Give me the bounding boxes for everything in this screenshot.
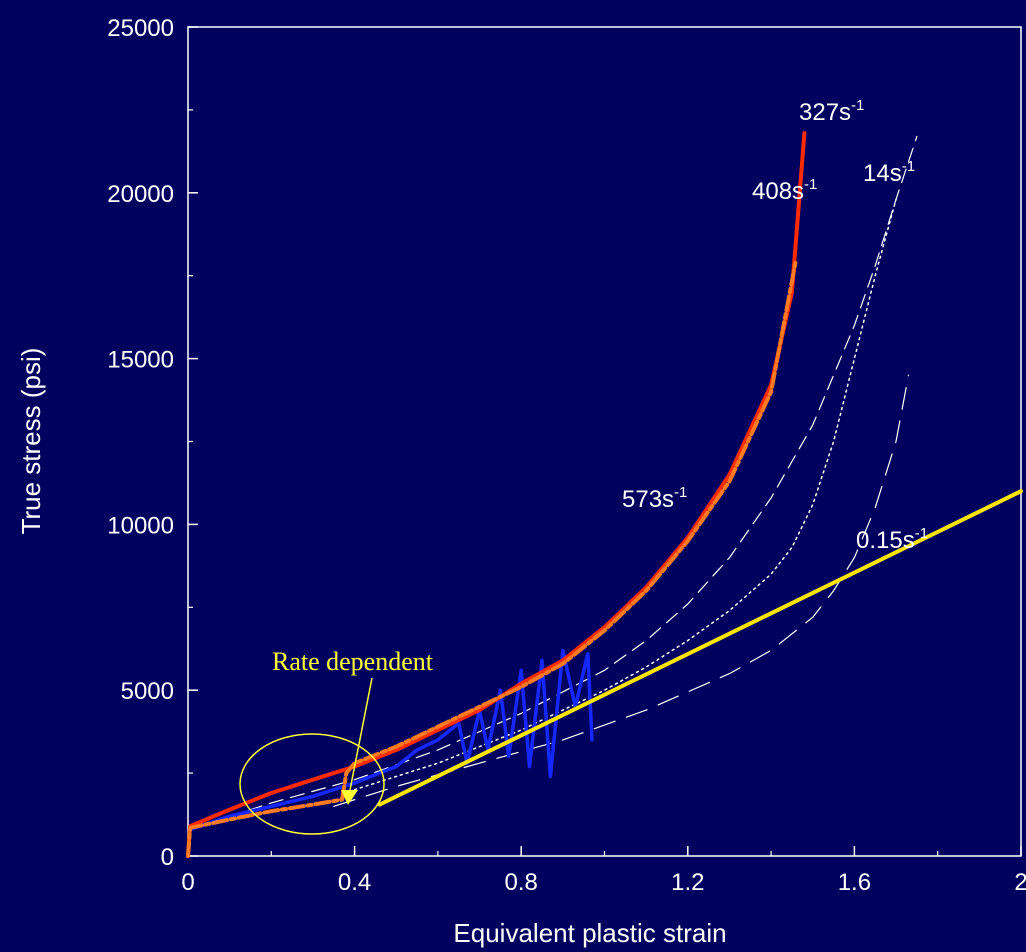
rate-label-408-text: 408s [752,178,804,205]
x-tick-label: 0 [181,869,194,896]
rate-label-408-exp: -1 [804,176,817,193]
rate-label-14-exp: -1 [902,158,915,175]
rate-label-327-exp: -1 [851,97,864,114]
rate-dependent-label: Rate dependent [272,647,434,676]
x-tick-label: 1.2 [671,869,704,896]
y-tick-label: 20000 [107,181,174,208]
rate-label-573-exp: -1 [674,484,687,501]
x-tick-label: 0.8 [505,869,538,896]
x-axis-title: Equivalent plastic strain [453,918,726,948]
rate-label-327-text: 327s [799,99,851,126]
x-tick-label: 2 [1014,869,1026,896]
y-axis-title: True stress (psi) [16,348,46,535]
y-tick-label: 15000 [107,347,174,374]
y-tick-label: 10000 [107,512,174,539]
y-tick-label: 0 [161,844,174,871]
x-tick-label: 1.6 [838,869,871,896]
rate-label-573-text: 573s [622,486,674,513]
y-tick-label: 5000 [121,678,174,705]
y-tick-label: 25000 [107,15,174,42]
x-tick-label: 0.4 [338,869,371,896]
rate-label-0-15-exp: -1 [915,525,928,542]
rate-label-0-15-text: 0.15s [856,527,915,554]
rate-label-14-text: 14s [863,160,902,187]
